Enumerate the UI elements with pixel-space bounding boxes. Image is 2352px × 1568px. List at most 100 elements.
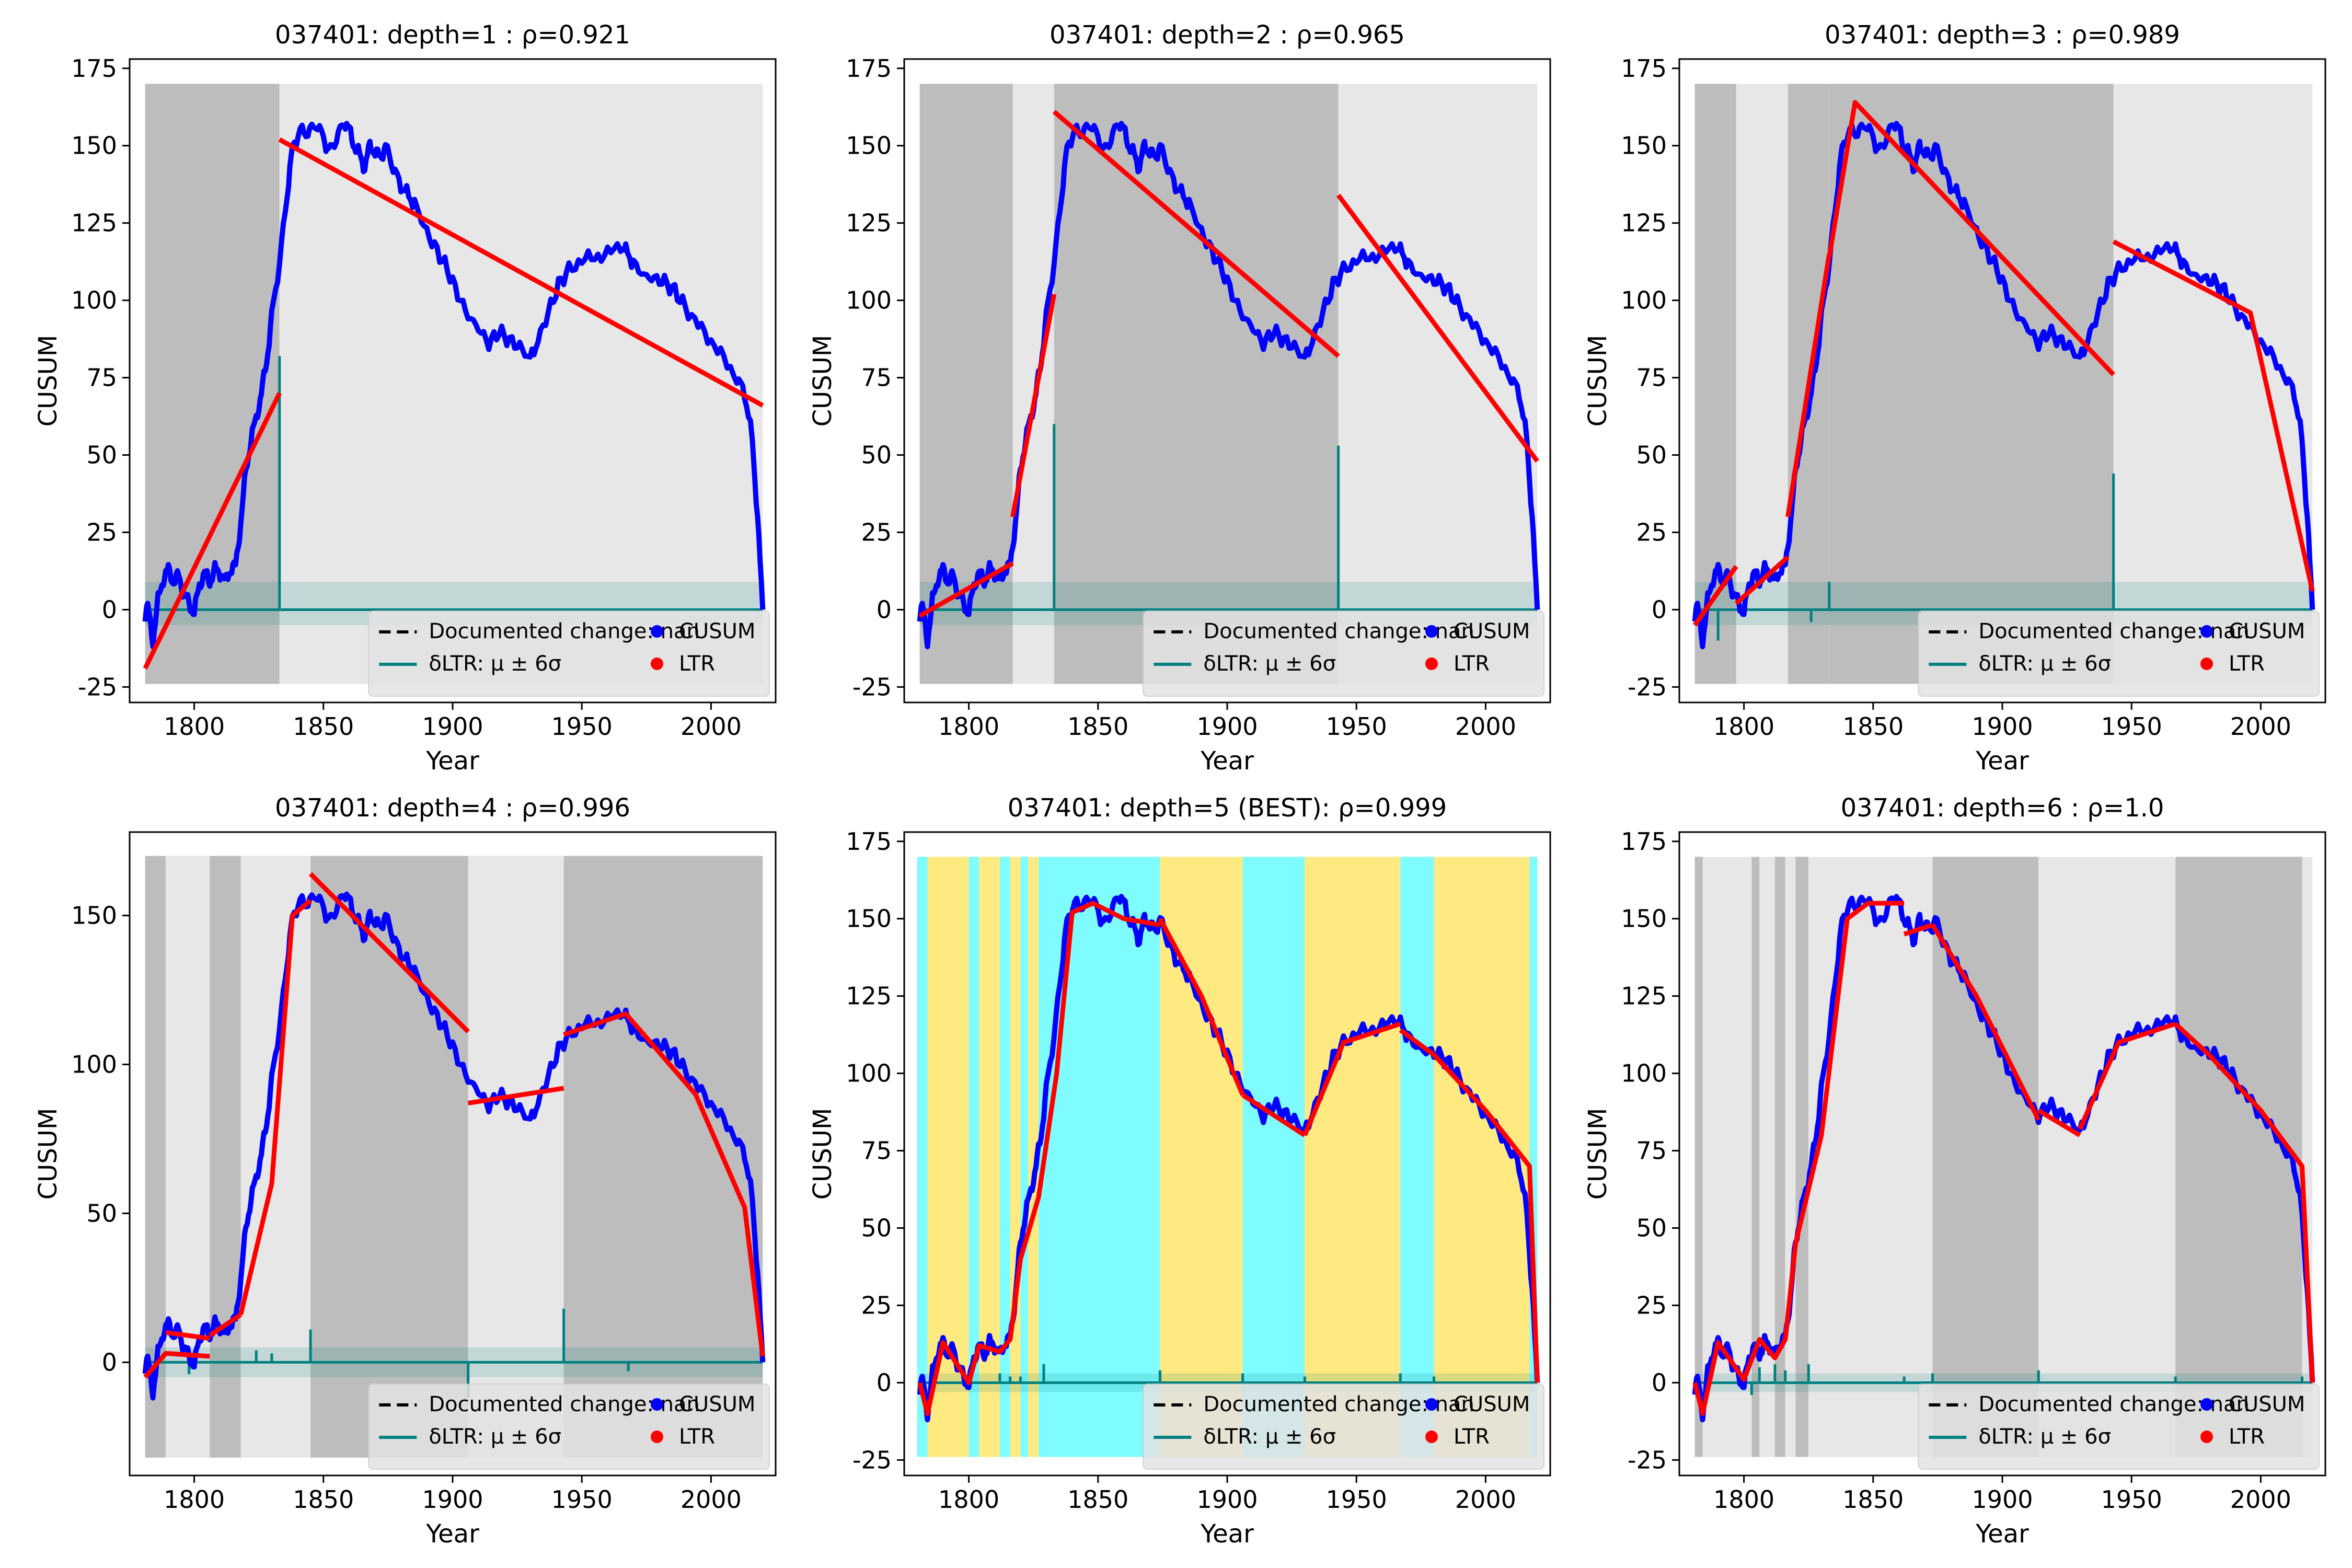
ltr-segment bbox=[1930, 924, 2041, 1121]
x-axis-label: Year bbox=[1975, 1519, 2029, 1549]
y-tick-label: 175 bbox=[846, 827, 892, 856]
y-axis-label: CUSUM bbox=[1583, 335, 1612, 427]
segment-span bbox=[1774, 857, 1785, 1457]
y-tick-label: 125 bbox=[1621, 982, 1667, 1010]
y-tick-label: -25 bbox=[1628, 673, 1667, 701]
segment-span bbox=[1012, 84, 1054, 684]
segment-span bbox=[2038, 857, 2176, 1457]
y-tick-label: 0 bbox=[1652, 1368, 1667, 1397]
legend-ltr-swatch bbox=[1425, 658, 1438, 670]
y-tick-label: 100 bbox=[846, 286, 892, 315]
chart-panel-4: 1800 1850 1900 1950 2000 0 50 100 150 Year CUSUM 03… bbox=[33, 793, 777, 1549]
x-tick-label: 2000 bbox=[681, 1485, 742, 1514]
x-tick-label: 1800 bbox=[1713, 712, 1774, 741]
y-tick-label: 125 bbox=[846, 982, 892, 1010]
y-tick-label: 0 bbox=[102, 1348, 117, 1376]
segment-span bbox=[1054, 84, 1339, 684]
legend-box bbox=[1143, 610, 1545, 697]
y-tick-label: 25 bbox=[1636, 1291, 1667, 1319]
legend-ltr-swatch bbox=[2200, 658, 2213, 670]
y-axis-label: CUSUM bbox=[33, 335, 63, 427]
legend-cusum-label: CUSUM bbox=[679, 1392, 755, 1416]
x-axis-label: Year bbox=[1975, 746, 2029, 776]
segment-span bbox=[999, 857, 1010, 1457]
panel-title: 037401: depth=2 : ρ=0.965 bbox=[1050, 20, 1405, 50]
y-tick-label: 175 bbox=[71, 54, 117, 83]
legend-ltr-label: LTR bbox=[1454, 1425, 1490, 1449]
ltr-segment bbox=[143, 392, 282, 670]
y-tick-label: 0 bbox=[877, 595, 892, 624]
y-tick-label: 0 bbox=[1652, 595, 1667, 624]
legend-box bbox=[1143, 1383, 1545, 1470]
x-tick-label: 1900 bbox=[1196, 712, 1258, 741]
panel-title: 037401: depth=4 : ρ=0.996 bbox=[275, 793, 630, 823]
ltr-segment bbox=[1734, 555, 1790, 605]
y-axis-label: CUSUM bbox=[808, 335, 837, 427]
legend-ltr-label: LTR bbox=[2229, 652, 2265, 676]
ltr-segment bbox=[468, 1086, 564, 1106]
segment-span bbox=[1759, 857, 1775, 1457]
panel-title: 037401: depth=3 : ρ=0.989 bbox=[1825, 20, 2180, 50]
ltr-segment bbox=[238, 898, 312, 1316]
x-tick-label: 1900 bbox=[1971, 1485, 2033, 1514]
ltr-segment bbox=[1399, 1028, 1436, 1057]
y-tick-label: 25 bbox=[1636, 518, 1667, 546]
ltr-segment bbox=[563, 1011, 765, 1357]
x-tick-label: 1850 bbox=[1067, 712, 1128, 741]
segment-span bbox=[310, 856, 468, 1458]
segment-span bbox=[979, 857, 1000, 1457]
y-tick-label: 50 bbox=[861, 1214, 892, 1242]
ltr-segment bbox=[917, 901, 1161, 1416]
legend-dltr-label: δLTR: μ ± 6σ bbox=[429, 1425, 561, 1449]
y-tick-label: 50 bbox=[86, 441, 117, 469]
y-tick-label: 50 bbox=[1636, 1214, 1667, 1242]
segment-span bbox=[1028, 857, 1039, 1457]
chart-panel-1: 1800 1850 1900 1950 2000 -25 0 25 50 75 100 125 150 1… bbox=[33, 20, 777, 776]
legend-cusum-swatch bbox=[2200, 625, 2213, 638]
x-tick-label: 1950 bbox=[2101, 712, 2162, 741]
legend-box bbox=[368, 610, 770, 697]
y-axis-label: CUSUM bbox=[1583, 1108, 1612, 1200]
legend-ltr-label: LTR bbox=[679, 652, 715, 676]
segment-span bbox=[468, 856, 564, 1458]
y-tick-label: 25 bbox=[861, 518, 892, 546]
y-tick-label: 75 bbox=[1636, 1137, 1667, 1165]
x-tick-label: 1950 bbox=[1326, 712, 1387, 741]
x-tick-label: 1800 bbox=[938, 1485, 999, 1514]
cusum-series bbox=[142, 121, 766, 650]
y-tick-label: 50 bbox=[86, 1199, 117, 1227]
segment-span bbox=[2175, 857, 2302, 1457]
y-tick-label: -25 bbox=[78, 673, 117, 701]
y-tick-label: 0 bbox=[102, 595, 117, 624]
ltr-segment bbox=[1302, 1021, 1401, 1136]
ltr-segment bbox=[1903, 923, 1933, 937]
segment-span bbox=[1400, 857, 1434, 1457]
ltr-segment bbox=[1010, 293, 1057, 517]
x-tick-label: 1950 bbox=[2101, 1485, 2162, 1514]
panel-title: 037401: depth=6 : ρ=1.0 bbox=[1841, 793, 2164, 823]
x-tick-label: 1800 bbox=[938, 712, 999, 741]
y-tick-label: -25 bbox=[852, 1446, 892, 1474]
segment-span bbox=[1305, 857, 1401, 1457]
y-tick-label: 50 bbox=[861, 441, 892, 469]
legend-cusum-swatch bbox=[2200, 1398, 2213, 1411]
y-tick-label: 25 bbox=[86, 518, 117, 546]
x-tick-label: 1900 bbox=[422, 1485, 483, 1514]
ltr-segment bbox=[918, 561, 1014, 618]
segment-span bbox=[1010, 857, 1021, 1457]
ltr-segment bbox=[278, 137, 764, 408]
chart-panel-2: 1800 1850 1900 1950 2000 -25 0 25 50 75 100 125 150 1… bbox=[808, 20, 1551, 776]
legend-ltr-swatch bbox=[651, 658, 663, 670]
x-tick-label: 1850 bbox=[1067, 1485, 1128, 1514]
segment-span bbox=[210, 856, 241, 1458]
legend-dltr-label: δLTR: μ ± 6σ bbox=[1978, 652, 2111, 676]
x-tick-label: 1950 bbox=[551, 712, 613, 741]
y-tick-label: 150 bbox=[1621, 132, 1667, 160]
segment-span bbox=[2113, 84, 2313, 684]
x-axis-label: Year bbox=[425, 1519, 479, 1549]
